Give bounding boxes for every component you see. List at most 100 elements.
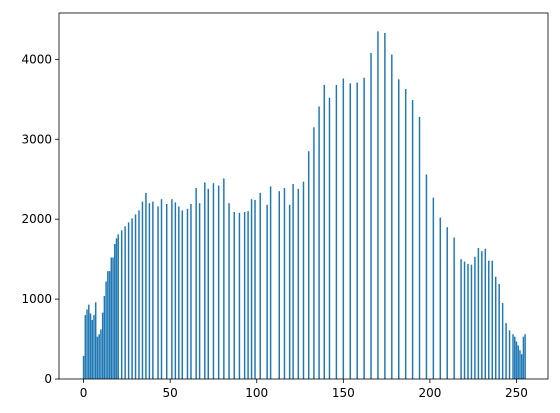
bar <box>508 330 511 379</box>
bar <box>98 334 100 379</box>
bar <box>148 203 151 379</box>
bar <box>278 191 280 379</box>
bar <box>112 257 114 379</box>
bar <box>370 52 372 380</box>
x-tick-label: 150 <box>332 386 355 400</box>
bar <box>178 206 180 379</box>
bar <box>145 192 147 379</box>
bar <box>318 106 320 379</box>
bar <box>186 208 189 379</box>
bar <box>141 201 144 379</box>
bar <box>328 97 331 380</box>
bar <box>297 188 300 379</box>
bar <box>460 259 462 379</box>
bar <box>243 211 246 379</box>
bar <box>82 355 85 379</box>
bar <box>517 345 519 379</box>
bar <box>498 283 500 379</box>
bar <box>467 263 469 379</box>
bar <box>86 309 88 379</box>
bar <box>217 185 220 379</box>
x-tick-label: 100 <box>245 386 268 400</box>
bar <box>484 248 487 379</box>
bar <box>398 79 400 379</box>
bar <box>138 210 140 379</box>
bar <box>157 206 159 379</box>
bar <box>110 257 113 379</box>
bar <box>494 276 497 379</box>
bar <box>238 212 241 379</box>
bar <box>84 315 87 379</box>
bar <box>418 116 421 379</box>
bar <box>342 78 345 379</box>
bar <box>91 319 93 379</box>
y-axis-ticks: 0 1000 2000 3000 4000 <box>21 52 59 386</box>
bar <box>174 202 177 379</box>
bar <box>439 217 442 379</box>
bar <box>288 204 291 379</box>
bar <box>212 183 215 379</box>
bar <box>307 151 310 379</box>
plot-frame <box>58 12 549 380</box>
bar <box>160 199 163 379</box>
bar <box>181 210 184 379</box>
bar <box>313 127 315 379</box>
bar <box>134 214 137 379</box>
bar <box>233 211 235 379</box>
bar <box>254 200 256 379</box>
bar <box>512 334 514 379</box>
bar <box>89 313 92 379</box>
bar <box>453 237 455 379</box>
x-tick-label: 50 <box>163 386 178 400</box>
bar <box>107 271 109 379</box>
bar <box>474 256 476 379</box>
bar <box>323 84 326 380</box>
bar <box>446 227 448 379</box>
bar <box>152 201 154 379</box>
bar <box>100 329 102 379</box>
bar <box>505 323 507 379</box>
bar <box>384 32 386 379</box>
bar <box>520 354 523 379</box>
x-tick-label: 200 <box>418 386 441 400</box>
bar <box>522 336 525 379</box>
bar <box>349 83 351 379</box>
bar <box>463 261 466 379</box>
bar <box>488 260 490 379</box>
bar <box>514 336 516 379</box>
bar <box>96 336 99 379</box>
bar <box>115 238 118 379</box>
bar <box>250 199 253 379</box>
bar <box>105 281 107 379</box>
bar <box>519 350 521 379</box>
bar <box>432 197 435 379</box>
bar <box>101 312 104 379</box>
bar <box>302 181 305 379</box>
bar <box>391 54 393 380</box>
bar <box>524 334 526 379</box>
bar <box>190 203 192 379</box>
y-tick-label: 4000 <box>21 52 52 66</box>
bar <box>283 188 286 379</box>
bar <box>515 341 518 379</box>
bar <box>88 304 90 379</box>
y-tick-label: 3000 <box>21 132 52 146</box>
bar <box>481 251 483 379</box>
bar <box>501 303 504 379</box>
bar <box>103 295 106 379</box>
bar <box>425 174 428 379</box>
bar <box>108 271 111 379</box>
bar <box>165 203 168 379</box>
bar <box>204 182 206 379</box>
y-tick-label: 2000 <box>21 212 52 226</box>
bar <box>292 184 294 379</box>
bar <box>94 302 97 379</box>
bar <box>228 203 230 379</box>
bar <box>195 188 197 379</box>
bar <box>117 234 119 379</box>
bar <box>259 192 261 379</box>
bars-group <box>82 31 526 380</box>
bar <box>124 226 126 379</box>
bar <box>477 247 480 379</box>
